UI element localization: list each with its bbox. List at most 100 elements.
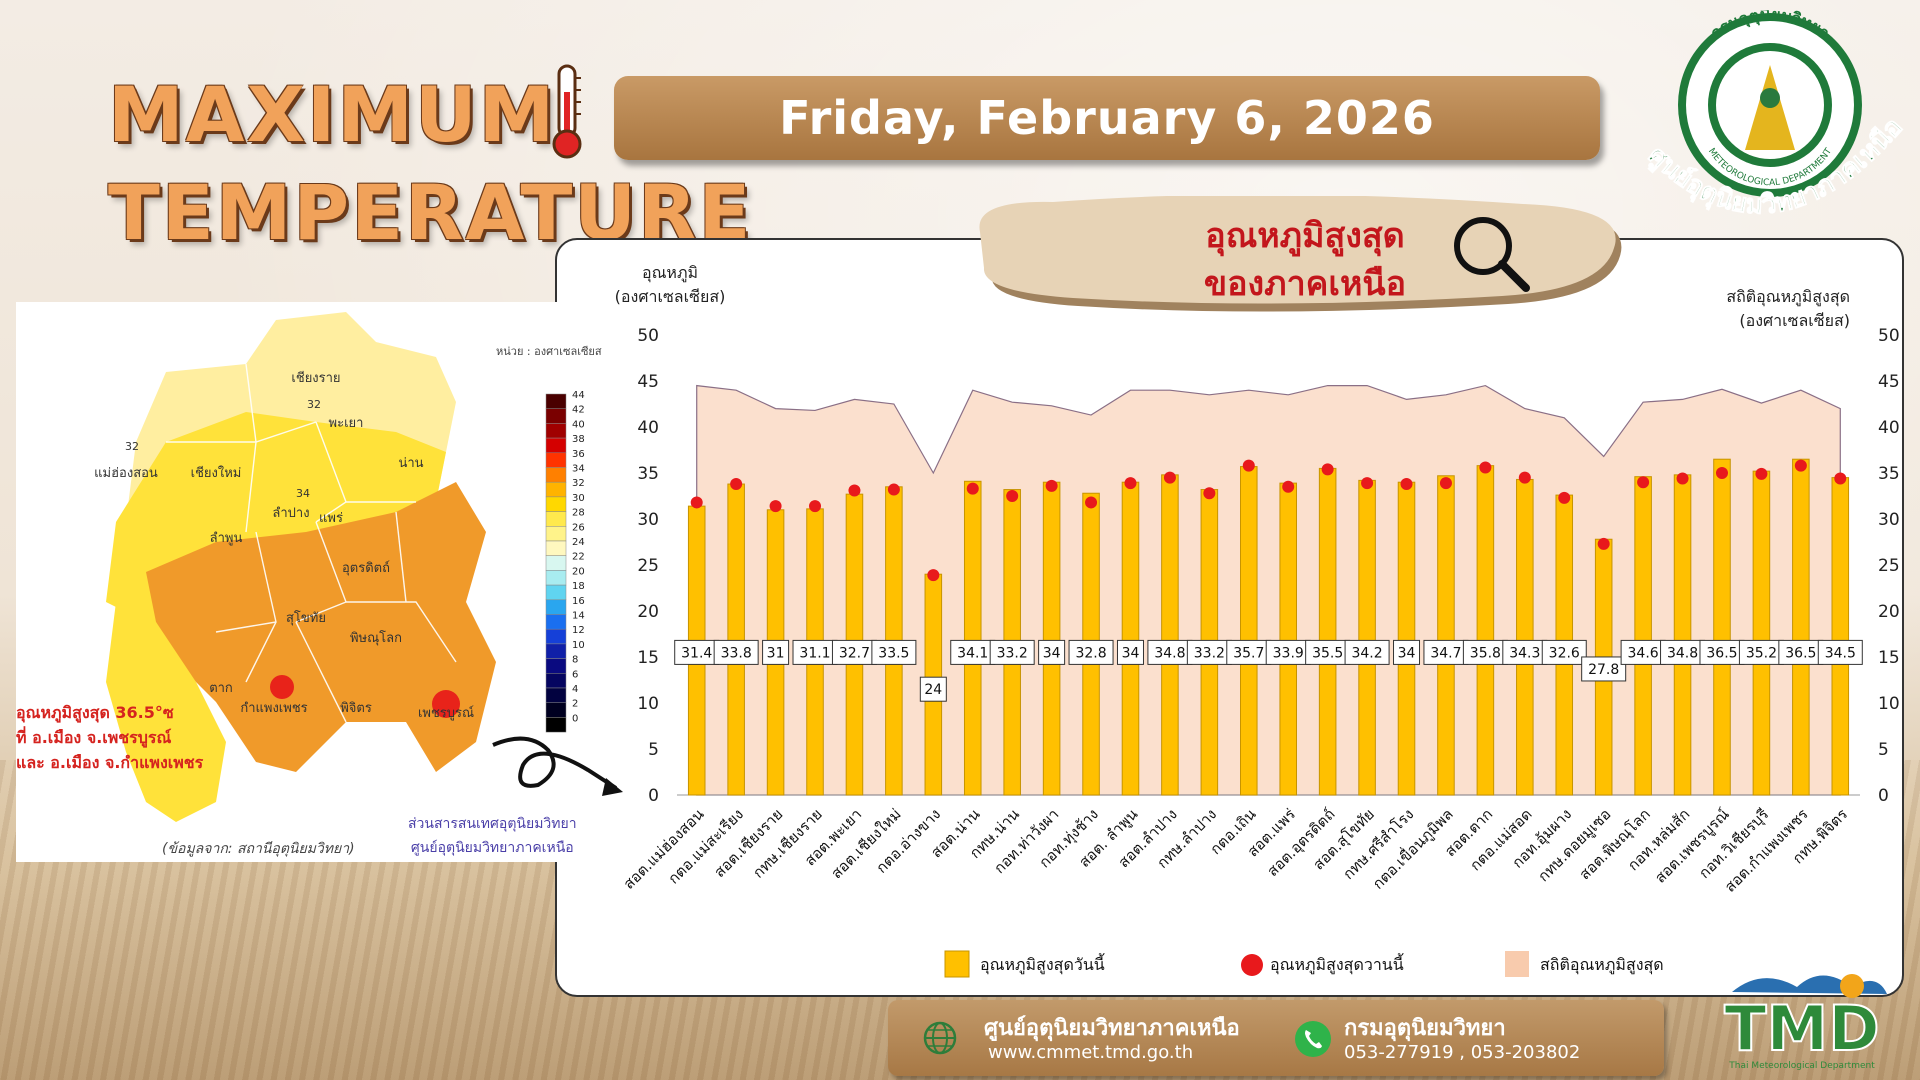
phone-icon (1295, 1021, 1331, 1057)
footer-website[interactable]: www.cmmet.tmd.go.th (988, 1042, 1194, 1063)
right-tick-label: 45 (1878, 372, 1900, 392)
value-label: 34.3 (1509, 645, 1540, 661)
province-label: ลำพูน (210, 531, 243, 546)
scale-label: 10 (572, 640, 585, 651)
dot-yesterday (1637, 476, 1650, 489)
scale-label: 40 (572, 419, 585, 430)
scale-label: 12 (572, 625, 585, 636)
legend-swatch-record (1505, 951, 1529, 977)
left-tick-label: 45 (637, 372, 659, 392)
dot-yesterday (1479, 461, 1492, 474)
legend-label-today: อุณหภูมิสูงสุดวันนี้ (980, 953, 1105, 975)
right-tick-label: 30 (1878, 510, 1900, 530)
value-label: 32.8 (1075, 645, 1106, 661)
value-label: 34.8 (1154, 645, 1185, 661)
left-tick-label: 35 (637, 464, 659, 484)
dot-yesterday (1045, 479, 1058, 492)
province-label: อุตรดิตถ์ (342, 560, 390, 576)
map-note: อุณหภูมิสูงสุด 36.5°ซ ที่ อ.เมือง จ.เพชร… (16, 700, 203, 775)
scale-swatch (545, 570, 567, 586)
scale-label: 8 (572, 655, 578, 666)
value-label-box (1305, 639, 1351, 665)
scale-label: 4 (572, 684, 578, 695)
bar-today (1792, 458, 1810, 796)
left-tick-label: 40 (637, 418, 659, 438)
scale-label: 16 (572, 596, 585, 607)
dot-yesterday (1676, 472, 1689, 485)
scale-label: 22 (572, 552, 585, 563)
left-tick-label: 0 (648, 786, 659, 806)
map-region-west (106, 602, 226, 822)
value-label-box (762, 639, 790, 665)
value-label-box (1186, 639, 1232, 665)
map-region-hot (146, 482, 496, 772)
dot-yesterday (1163, 471, 1176, 484)
scale-swatch (545, 643, 567, 659)
date-banner: Friday, February 6, 2026 (614, 76, 1600, 160)
scale-label: 20 (572, 566, 585, 577)
map-source: (ข้อมูลจาก: สถานีอุตุนิยมวิทยา) (162, 841, 355, 857)
scale-label: 38 (572, 434, 585, 445)
province-label: สุโขทัย (286, 610, 326, 626)
value-label-box (1038, 639, 1066, 665)
province-label: ลำปาง (272, 506, 309, 521)
bar-today (1752, 470, 1771, 796)
bar-today (1673, 474, 1692, 796)
dot-yesterday (887, 483, 900, 496)
left-tick-label: 25 (637, 556, 659, 576)
dot-yesterday (1518, 471, 1531, 484)
dot-yesterday (1597, 537, 1610, 550)
value-label: 34 (1122, 645, 1140, 661)
bar-today (1831, 477, 1850, 796)
footer-bar: ศูนย์อุตุนิยมวิทยาภาคเหนือ www.cmmet.tmd… (888, 1000, 1664, 1076)
value-label-box (1620, 639, 1666, 665)
scale-swatch (545, 511, 567, 527)
value-label-box (950, 639, 996, 665)
province-label: พะเยา (329, 416, 364, 431)
scale-swatch (545, 423, 567, 439)
bar-today (1397, 481, 1416, 796)
value-label: 31.1 (799, 645, 830, 661)
dot-yesterday (1558, 491, 1571, 504)
sun-icon (1840, 974, 1864, 998)
dot-yesterday (1715, 467, 1728, 479)
record-area (696, 384, 1841, 796)
scale-label: 34 (572, 464, 585, 475)
legend-swatch-today (944, 950, 970, 978)
isoline-label: 32 (125, 440, 139, 453)
tmd-logo: TMD Thai Meteorological Department (1723, 974, 1887, 1071)
value-label-box (1226, 639, 1272, 665)
province-borders (166, 363, 457, 723)
map-note-line3: และ อ.เมือง จ.กำแพงเพชร (16, 753, 204, 772)
map-unit-label: หน่วย : องศาเซลเซียส (496, 345, 602, 358)
value-label: 33.9 (1273, 645, 1304, 661)
value-label: 35.7 (1233, 645, 1264, 661)
legend-swatch-yesterday (1241, 954, 1263, 976)
dot-yesterday (1755, 467, 1768, 480)
tmd-north-logo: กรมอุตุนิยมวิทยา METEOROLOGICAL DEPARTME… (1641, 10, 1910, 221)
value-label-box (919, 676, 947, 702)
bar-today (727, 483, 745, 796)
dot-yesterday (1006, 490, 1019, 502)
right-tick-label: 20 (1878, 602, 1900, 622)
subtitle-line2: ของภาคเหนือ (1203, 264, 1407, 304)
value-label-box (1738, 639, 1784, 665)
thermometer-icon (552, 64, 582, 159)
right-tick-label: 50 (1878, 326, 1900, 346)
value-label-box (1541, 639, 1587, 665)
hotspot-phetchabun (432, 690, 460, 718)
tmd-logo-text: TMD (1724, 992, 1879, 1065)
scale-swatch (545, 393, 567, 409)
left-tick-label: 50 (637, 326, 659, 346)
left-tick-label: 15 (637, 648, 659, 668)
value-label: 34.5 (1825, 645, 1856, 661)
scale-label: 18 (572, 581, 585, 592)
bar-today (1240, 466, 1258, 796)
dot-yesterday (1361, 477, 1374, 490)
value-label-box (831, 639, 877, 665)
province-label: น่าน (398, 456, 423, 471)
value-label-box (1660, 639, 1706, 665)
value-label: 36.5 (1785, 645, 1816, 661)
subtitle-line1: อุณหภูมิสูงสุด (1205, 216, 1405, 256)
